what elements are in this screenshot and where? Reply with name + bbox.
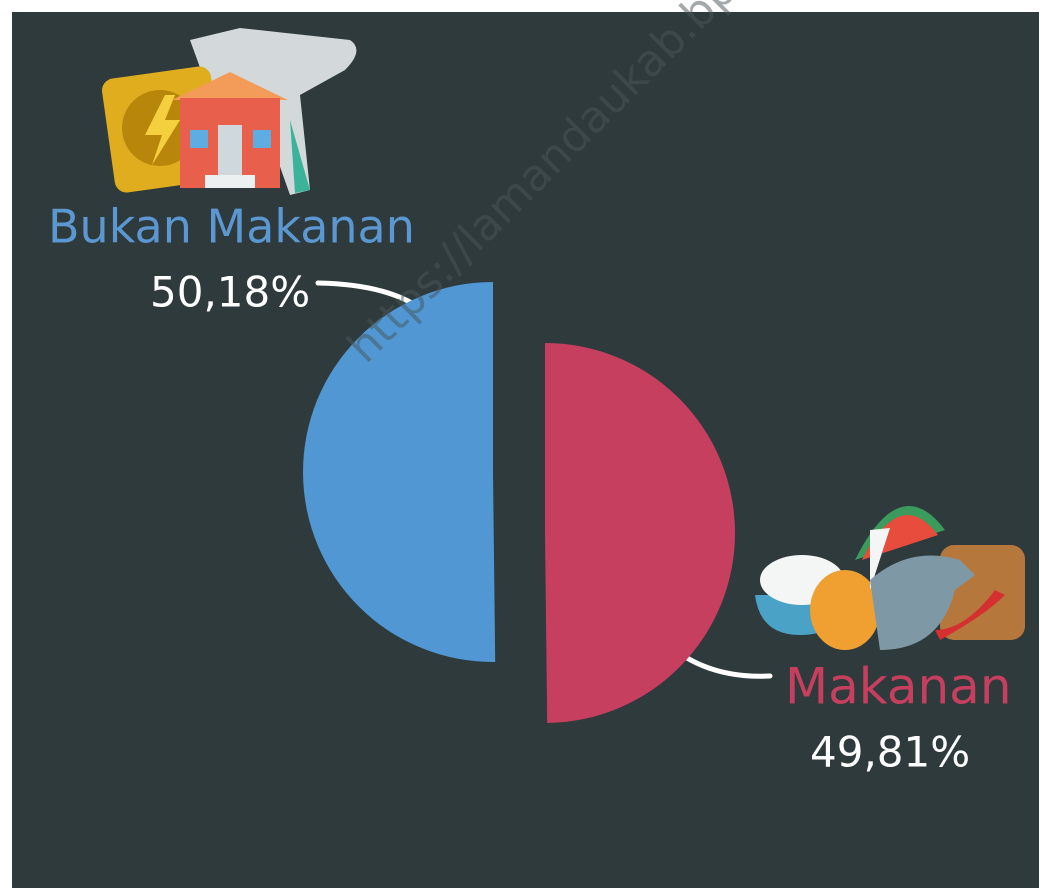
pie-slice	[303, 282, 496, 662]
category-label: Bukan Makanan	[48, 200, 415, 254]
category-label: Makanan	[785, 658, 1012, 716]
non-food-icons	[102, 28, 357, 195]
value-label: 49,81%	[810, 728, 970, 777]
pie-slice	[545, 343, 736, 723]
value-label: 50,18%	[150, 268, 310, 317]
food-icons	[755, 506, 1025, 650]
